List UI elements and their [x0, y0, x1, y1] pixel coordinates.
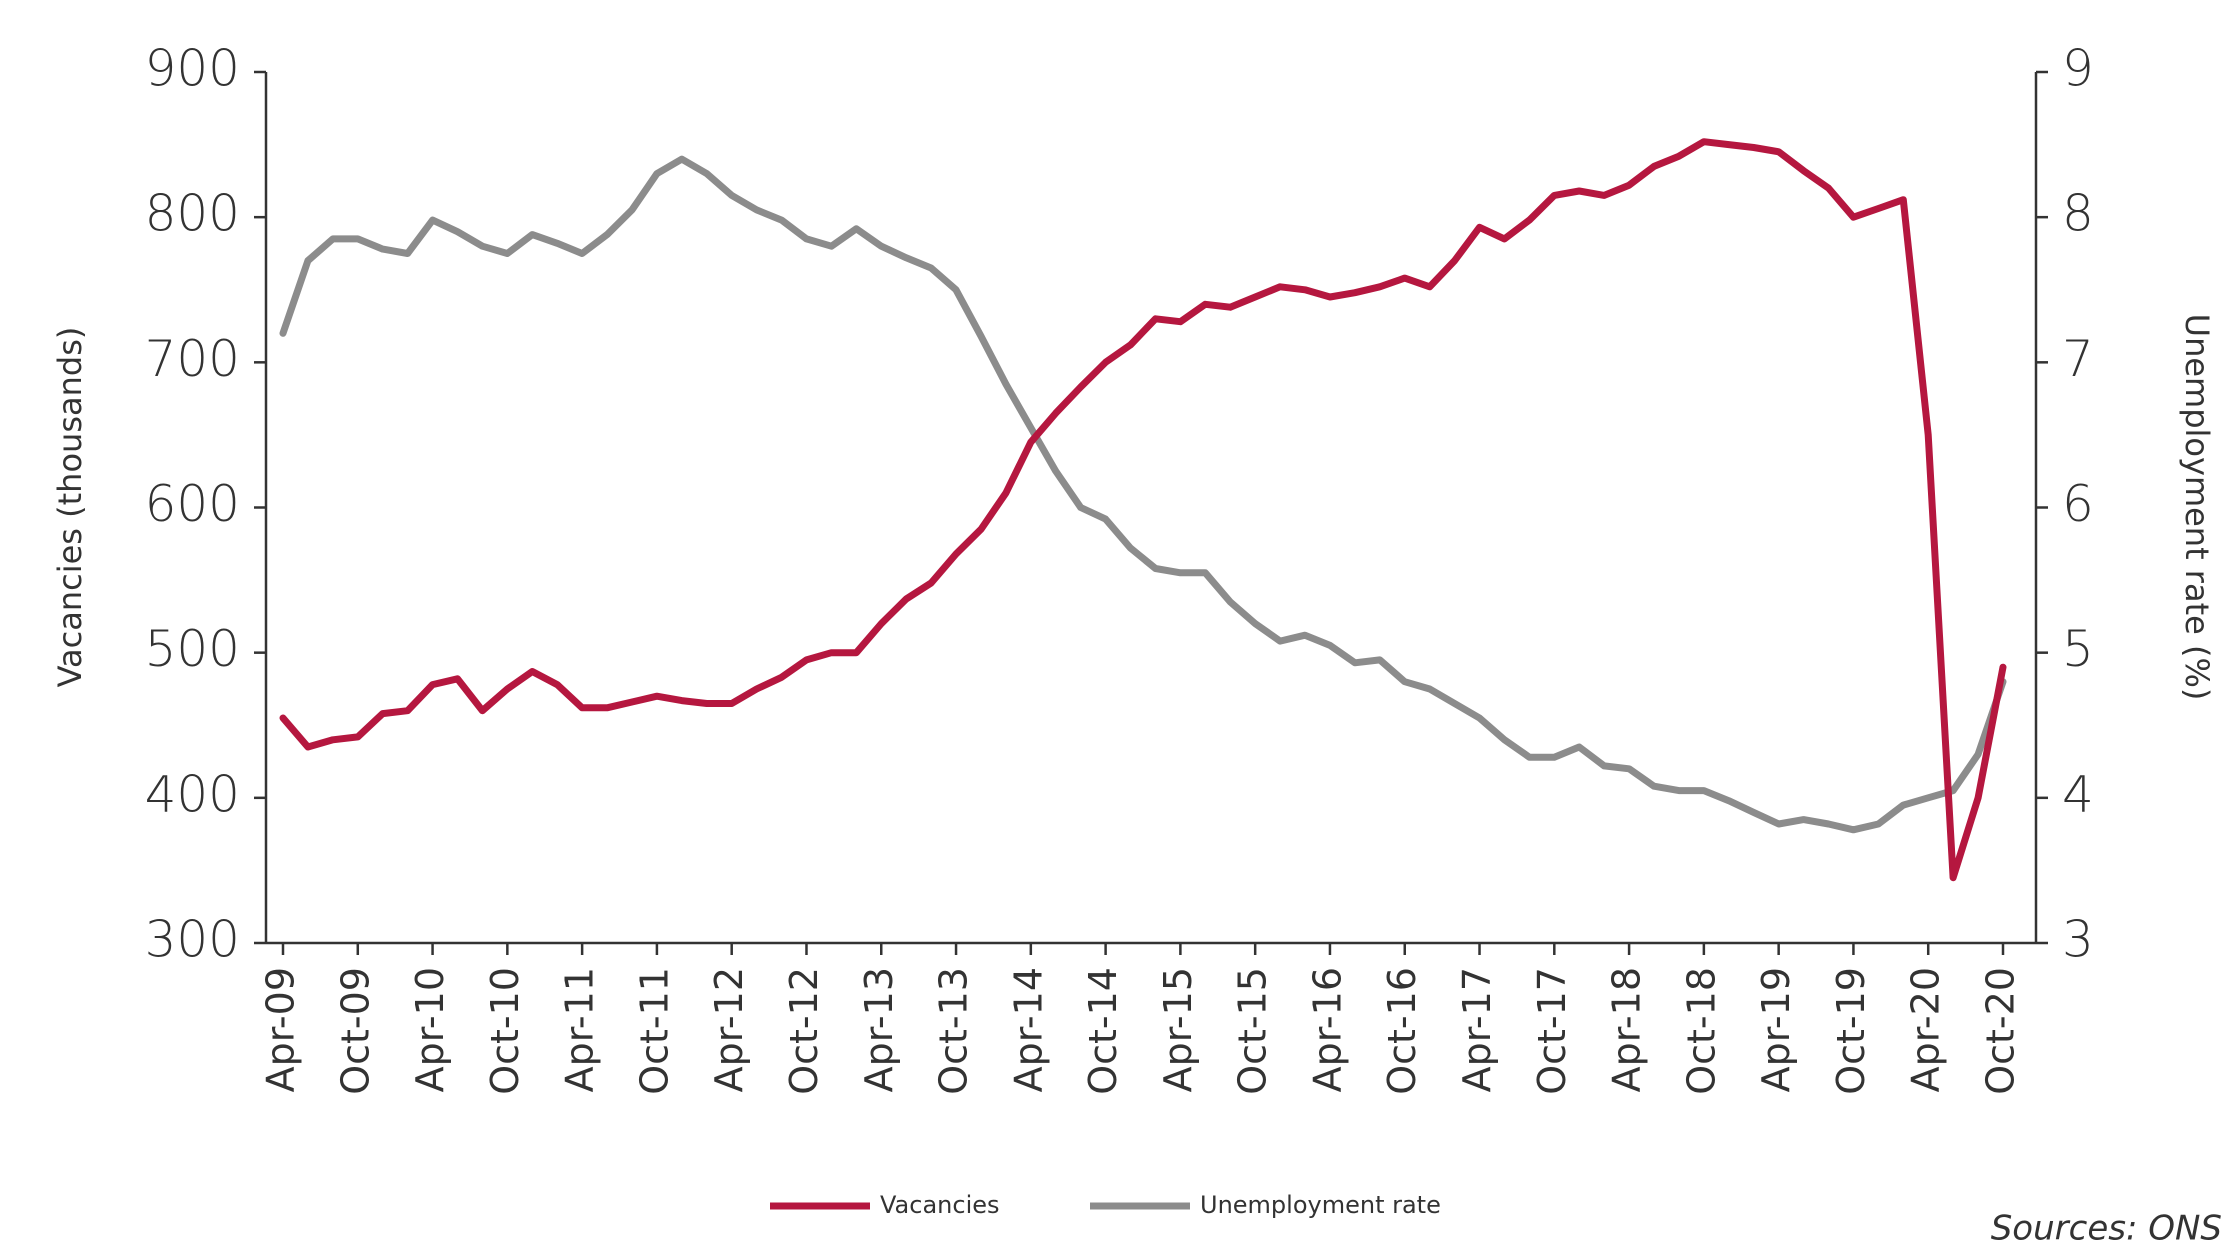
x-tick-label: Oct-18 [1679, 967, 1723, 1095]
x-tick-label: Oct-17 [1530, 967, 1574, 1095]
legend-label: Vacancies [880, 1191, 1000, 1219]
x-tick-label: Oct-13 [932, 967, 976, 1095]
x-tick-label: Oct-15 [1231, 967, 1275, 1095]
y-tick-label: 900 [145, 40, 240, 98]
y2-tick-label: 3 [2062, 911, 2094, 969]
y-tick-label: 700 [145, 330, 240, 388]
y-tick-label: 400 [145, 765, 240, 823]
x-tick-label: Oct-19 [1829, 967, 1873, 1095]
x-tick-label: Apr-13 [857, 967, 901, 1092]
y2-tick-label: 9 [2062, 40, 2094, 98]
x-tick-label: Oct-09 [333, 967, 377, 1095]
x-tick-label: Oct-20 [1979, 967, 2023, 1095]
y2-tick-label: 5 [2062, 620, 2094, 678]
y2-axis-label: Unemployment rate (%) [2178, 314, 2216, 701]
x-tick-label: Apr-14 [1006, 967, 1050, 1092]
series-line [279, 138, 2007, 882]
x-tick-label: Apr-11 [558, 967, 602, 1092]
y2-tick-label: 4 [2062, 765, 2094, 823]
series-line [279, 155, 2007, 834]
x-tick-label: Apr-18 [1605, 967, 1649, 1092]
x-tick-label: Apr-09 [259, 967, 303, 1092]
y-tick-label: 600 [145, 475, 240, 533]
y2-tick-label: 8 [2062, 185, 2094, 243]
y2-tick-label: 7 [2062, 330, 2094, 388]
source-note: Sources: ONS [1991, 1209, 2222, 1249]
y-axis-label: Vacancies (thousands) [51, 327, 89, 688]
y-tick-label: 500 [145, 620, 240, 678]
x-tick-label: Apr-17 [1455, 967, 1499, 1092]
x-tick-label: Oct-16 [1380, 967, 1424, 1095]
x-tick-label: Apr-20 [1904, 967, 1948, 1092]
x-tick-label: Oct-14 [1081, 967, 1125, 1095]
x-tick-label: Oct-12 [782, 967, 826, 1095]
legend-label: Unemployment rate [1200, 1191, 1441, 1219]
y-tick-label: 300 [145, 911, 240, 969]
x-tick-label: Apr-19 [1754, 967, 1798, 1092]
x-tick-label: Apr-10 [408, 967, 452, 1092]
y-tick-label: 800 [145, 185, 240, 243]
x-tick-label: Oct-11 [632, 967, 676, 1095]
x-tick-label: Apr-12 [707, 967, 751, 1092]
y2-tick-label: 6 [2062, 475, 2094, 533]
x-tick-label: Apr-16 [1305, 967, 1349, 1092]
x-tick-label: Apr-15 [1156, 967, 1200, 1092]
x-tick-label: Oct-10 [483, 967, 527, 1095]
